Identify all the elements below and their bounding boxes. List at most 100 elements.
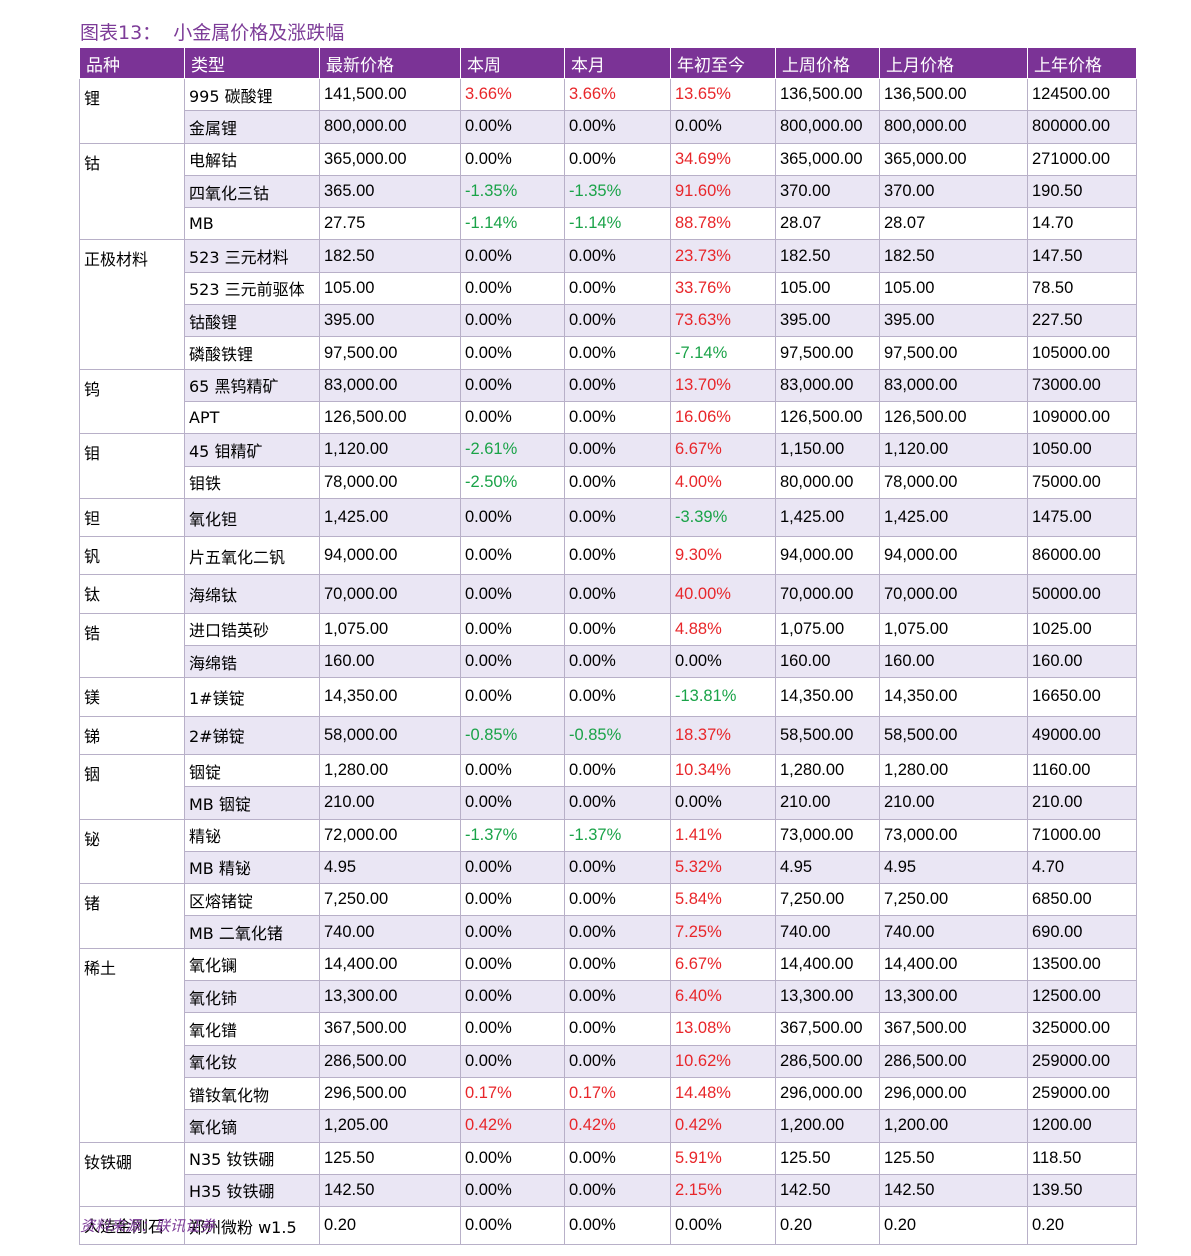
value-cell: 0.00% <box>564 915 671 949</box>
table-row: 氧化钕 286,500.00 0.00% 0.00% 10.62% 286,500.00 2… <box>80 1044 1137 1078</box>
value-cell: 40.00% <box>670 574 776 614</box>
value-cell: 125.50 <box>319 1141 461 1175</box>
value-cell: 105.00 <box>319 271 461 306</box>
value-cell: 126,500.00 <box>879 400 1028 435</box>
table-row: H35 钕铁硼 142.50 0.00% 0.00% 2.15% 142.50 142.50… <box>80 1173 1137 1208</box>
value-cell: 105.00 <box>775 271 880 306</box>
table-row: 金属锂 800,000.00 0.00% 0.00% 0.00% 800,000.00 80… <box>80 110 1137 144</box>
value-cell: 1025.00 <box>1027 612 1137 647</box>
table-row: 锗区熔锗锭 7,250.00 0.00% 0.00% 5.84% 7,250.00 7,25… <box>79 883 1137 949</box>
type-cell: MB 二氧化锗 <box>184 915 320 949</box>
table-body: 锂 995 碳酸锂 141,500.00 3.66% 3.66% 13.65% 136,50… <box>79 77 1137 1246</box>
value-cell: 0.00% <box>460 753 565 788</box>
value-cell: -1.35% <box>564 174 671 209</box>
value-cell: 0.42% <box>564 1109 671 1143</box>
value-cell: 83,000.00 <box>319 368 461 402</box>
value-cell: 73,000.00 <box>879 818 1028 852</box>
table-row: 氧化铈 13,300.00 0.00% 0.00% 6.40% 13,300.00 13,3… <box>80 980 1137 1014</box>
value-cell: 13.70% <box>670 368 776 402</box>
value-cell: 0.00% <box>564 1206 671 1246</box>
table-row: 钼 45 钼精矿 1,120.00 -2.61% 0.00% 6.67% 1,150.00 1… <box>79 433 1137 499</box>
value-cell: 70,000.00 <box>319 574 461 614</box>
value-cell: 0.20 <box>879 1206 1028 1246</box>
type-cell: 金属锂 <box>184 110 320 144</box>
value-cell: 28.07 <box>775 207 880 241</box>
value-cell: 141,500.00 <box>319 77 461 112</box>
value-cell: 27.75 <box>319 207 461 241</box>
value-cell: 182.50 <box>879 239 1028 273</box>
table-row: MB 铟锭 210.00 0.00% 0.00% 0.00% 210.00 210.00 21… <box>80 786 1137 820</box>
value-cell: 33.76% <box>670 271 776 306</box>
table-row: APT 126,500.00 0.00% 0.00% 16.06% 126,500.00 1… <box>80 400 1137 435</box>
value-cell: 80,000.00 <box>775 465 880 499</box>
value-cell: 0.00% <box>460 1012 565 1046</box>
value-cell: 4.88% <box>670 612 776 647</box>
value-cell: 6850.00 <box>1027 883 1137 917</box>
value-cell: 210.00 <box>319 786 461 820</box>
type-cell: APT <box>184 400 320 435</box>
value-cell: 58,000.00 <box>319 715 461 755</box>
value-cell: 365,000.00 <box>775 142 880 176</box>
value-cell: 0.00% <box>564 1141 671 1175</box>
value-cell: 1050.00 <box>1027 433 1137 467</box>
value-cell: 0.00% <box>564 612 671 647</box>
value-cell: 0.00% <box>564 304 671 338</box>
value-cell: -1.14% <box>460 207 565 241</box>
value-cell: -0.85% <box>460 715 565 755</box>
value-cell: 97,500.00 <box>775 336 880 370</box>
value-cell: 0.00% <box>564 536 671 576</box>
value-cell: 58,500.00 <box>879 715 1028 755</box>
value-cell: 0.00% <box>460 110 565 144</box>
value-cell: 142.50 <box>775 1173 880 1208</box>
table-row: 铟铟锭 1,280.00 0.00% 0.00% 10.34% 1,280.00 1,280… <box>79 753 1137 820</box>
value-cell: 210.00 <box>1027 786 1137 820</box>
table-row: 锑 2#锑锭 58,000.00 -0.85% -0.85% 18.37% 58,500.0… <box>79 715 1137 755</box>
value-cell: 367,500.00 <box>319 1012 461 1046</box>
type-cell: 氧化镝 <box>184 1109 320 1143</box>
type-cell: 钴酸锂 <box>184 304 320 338</box>
value-cell: 0.00% <box>564 142 671 176</box>
category-cell: 锂 <box>79 78 185 144</box>
value-cell: 286,500.00 <box>775 1044 880 1078</box>
value-cell: 88.78% <box>670 207 776 241</box>
value-cell: 7,250.00 <box>775 883 880 917</box>
value-cell: 1,425.00 <box>879 497 1028 538</box>
value-cell: 0.20 <box>319 1206 461 1246</box>
value-cell: 6.67% <box>670 433 776 467</box>
category-cell: 人造金刚石 <box>79 1206 185 1246</box>
type-cell: 郑州微粉 w1.5 <box>184 1206 320 1246</box>
value-cell: 395.00 <box>319 304 461 338</box>
value-cell: 370.00 <box>775 174 880 209</box>
value-cell: 4.95 <box>319 850 461 885</box>
value-cell: 395.00 <box>879 304 1028 338</box>
value-cell: 0.42% <box>460 1109 565 1143</box>
type-cell: 氧化钕 <box>184 1044 320 1078</box>
value-cell: 296,500.00 <box>319 1076 461 1111</box>
value-cell: 0.00% <box>460 915 565 949</box>
category-cell: 锗 <box>79 883 185 949</box>
value-cell: -3.39% <box>670 497 776 538</box>
table-row: 钴酸锂 395.00 0.00% 0.00% 73.63% 395.00 395.00 227… <box>80 304 1137 338</box>
category-cell: 锑 <box>79 715 185 755</box>
type-cell: 磷酸铁锂 <box>184 336 320 370</box>
value-cell: 13,300.00 <box>879 980 1028 1014</box>
header-cell: 类型 <box>184 47 320 79</box>
value-cell: 0.00% <box>564 1012 671 1046</box>
value-cell: 6.40% <box>670 980 776 1014</box>
value-cell: 1,280.00 <box>879 753 1028 788</box>
value-cell: 1.41% <box>670 818 776 852</box>
value-cell: 0.20 <box>775 1206 880 1246</box>
value-cell: 0.00% <box>670 786 776 820</box>
value-cell: 690.00 <box>1027 915 1137 949</box>
value-cell: 0.00% <box>564 883 671 917</box>
value-cell: 14.48% <box>670 1076 776 1111</box>
value-cell: 0.00% <box>564 1044 671 1078</box>
value-cell: 13,300.00 <box>775 980 880 1014</box>
value-cell: 0.00% <box>564 574 671 614</box>
value-cell: 0.00% <box>460 239 565 273</box>
type-cell: 四氧化三钴 <box>184 174 320 209</box>
value-cell: 78.50 <box>1027 271 1137 306</box>
value-cell: 3.66% <box>564 77 671 112</box>
value-cell: 4.00% <box>670 465 776 499</box>
category-cell: 铟 <box>79 753 185 820</box>
